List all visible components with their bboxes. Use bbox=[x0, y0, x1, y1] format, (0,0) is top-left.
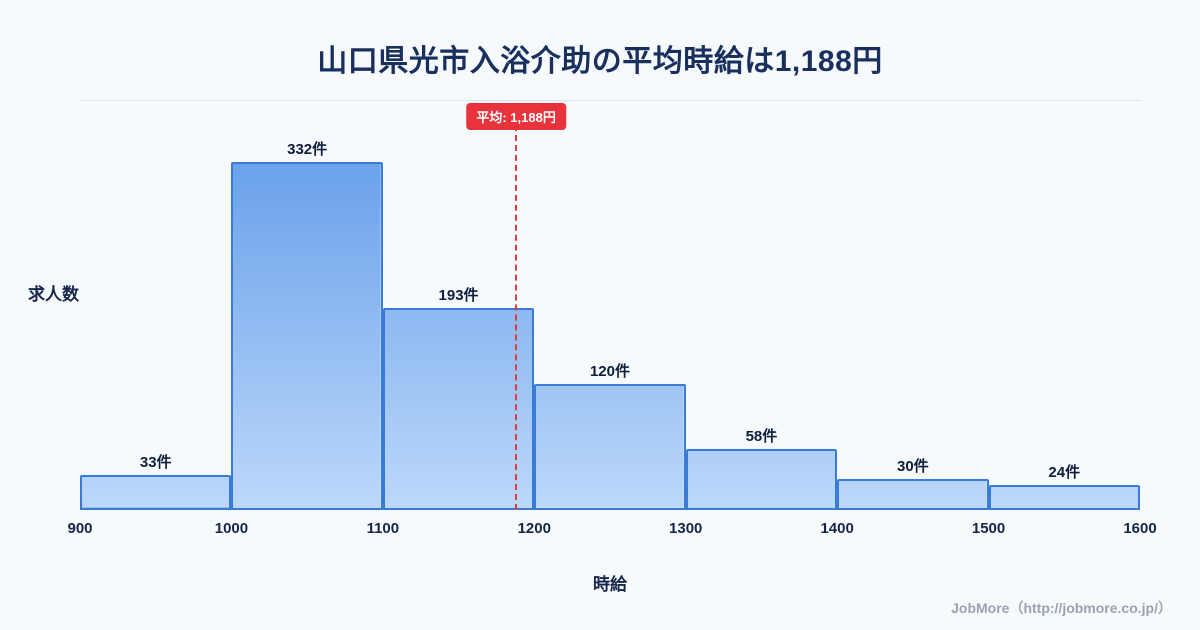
bar-value-label: 24件 bbox=[1048, 463, 1081, 481]
histogram-bar: 30件 bbox=[837, 458, 989, 510]
histogram-bar: 332件 bbox=[231, 141, 383, 510]
x-tick-label: 900 bbox=[67, 520, 93, 537]
x-tick-label: 1500 bbox=[971, 520, 1006, 537]
x-axis-ticks: 900 1000 1100 1200 1300 1400 1500 1600 bbox=[67, 520, 1156, 542]
x-tick-label: 1000 bbox=[214, 520, 249, 537]
x-tick-label: 1600 bbox=[1123, 520, 1157, 537]
histogram-bar: 24件 bbox=[988, 464, 1140, 510]
bar-value-label: 30件 bbox=[897, 457, 929, 475]
bar-value-label: 33件 bbox=[139, 454, 172, 472]
average-badge: 平均: 1,188円 bbox=[466, 103, 566, 130]
bar-value-label: 332件 bbox=[287, 140, 328, 158]
average-badge-label: 平均: 1,188円 bbox=[476, 110, 556, 125]
histogram-bar: 58件 bbox=[685, 428, 838, 510]
histogram-bar: 120件 bbox=[534, 363, 686, 510]
footer-credit: JobMore（http://jobmore.co.jp/） bbox=[951, 600, 1172, 616]
chart-title: 山口県光市入浴介助の平均時給は1,188円 bbox=[317, 45, 883, 78]
y-axis-label: 求人数 bbox=[28, 285, 79, 304]
x-axis-label: 時給 bbox=[593, 575, 627, 594]
bar-value-label: 193件 bbox=[438, 286, 479, 304]
x-tick-label: 1400 bbox=[820, 520, 854, 537]
bar-value-label: 58件 bbox=[745, 428, 778, 446]
plot-area: 平均: 1,188円 33件 332件 193件 120件 58件 30件 24件 bbox=[80, 100, 1140, 510]
x-tick-label: 1100 bbox=[366, 520, 400, 537]
x-tick-label: 1200 bbox=[517, 520, 551, 537]
x-tick-label: 1300 bbox=[669, 520, 703, 537]
bar-value-label: 120件 bbox=[589, 363, 630, 381]
histogram-bar: 193件 bbox=[382, 287, 535, 510]
histogram-bar: 33件 bbox=[80, 454, 232, 510]
average-line bbox=[515, 125, 518, 510]
